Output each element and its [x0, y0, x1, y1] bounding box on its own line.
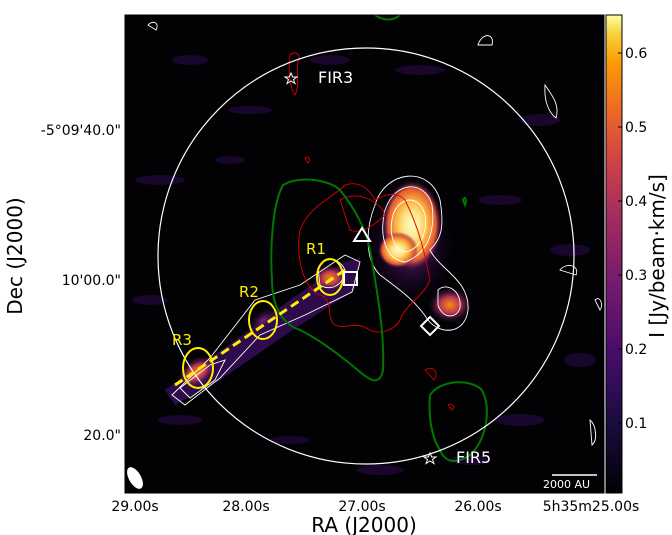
region-label-r2: R2	[239, 283, 259, 301]
plot-frame	[124, 14, 605, 494]
scale-bar-label: 2000 AU	[543, 478, 590, 491]
colorbar-title: I [Jy/beam·km/s]	[645, 174, 669, 338]
green-contours	[270, 15, 488, 462]
fir5-star-icon	[422, 451, 438, 465]
dec-tick-label: -5°09'40.0"	[41, 123, 121, 139]
source-label-fir3: FIR3	[318, 68, 353, 87]
square-marker	[343, 271, 358, 286]
bright-core	[365, 180, 472, 323]
ra-ticks	[124, 15, 599, 493]
ra-tick-label: 27.00s	[338, 499, 385, 515]
star-markers	[283, 71, 438, 465]
x-axis-title: RA (J2000)	[311, 513, 417, 535]
ra-tick-label: 29.00s	[111, 499, 158, 515]
beam-ellipse	[127, 467, 143, 489]
colorbar-tick-label: 0.3	[625, 268, 647, 284]
region-markers	[174, 258, 346, 389]
colorbar-tick-label: 0.1	[625, 416, 647, 432]
colorbar-tick-label: 0.4	[625, 194, 647, 210]
position-markers	[343, 226, 441, 337]
colorbar-tick-label: 0.2	[625, 342, 647, 358]
source-label-fir5: FIR5	[456, 448, 491, 467]
ra-tick-label: 26.00s	[454, 499, 501, 515]
red-contours	[288, 52, 455, 411]
fir3-star-icon	[283, 71, 299, 85]
triangle-marker	[352, 226, 372, 242]
intensity-map	[125, 15, 604, 493]
ra-tick-label: 28.00s	[222, 499, 269, 515]
jet-axis-dashed-line	[174, 268, 346, 387]
ra-tick-label: 5h35m25.00s	[543, 499, 640, 515]
region-label-r1: R1	[306, 240, 326, 258]
colorbar	[605, 14, 623, 494]
colorbar-tick-label: 0.6	[625, 46, 647, 62]
region-label-r3: R3	[172, 331, 192, 349]
dec-tick-label: 10'00.0"	[62, 273, 121, 289]
colorbar-tick-label: 0.5	[625, 120, 647, 136]
diamond-marker	[419, 315, 441, 337]
dec-tick-label: 20.0"	[83, 428, 121, 444]
region-r3-ellipse	[182, 347, 214, 389]
noise-background	[132, 55, 596, 475]
region-r2-ellipse	[248, 300, 278, 340]
primary-beam-circle	[157, 47, 575, 465]
dec-ticks	[125, 39, 133, 481]
y-axis-title: Dec (J2000)	[3, 197, 27, 314]
